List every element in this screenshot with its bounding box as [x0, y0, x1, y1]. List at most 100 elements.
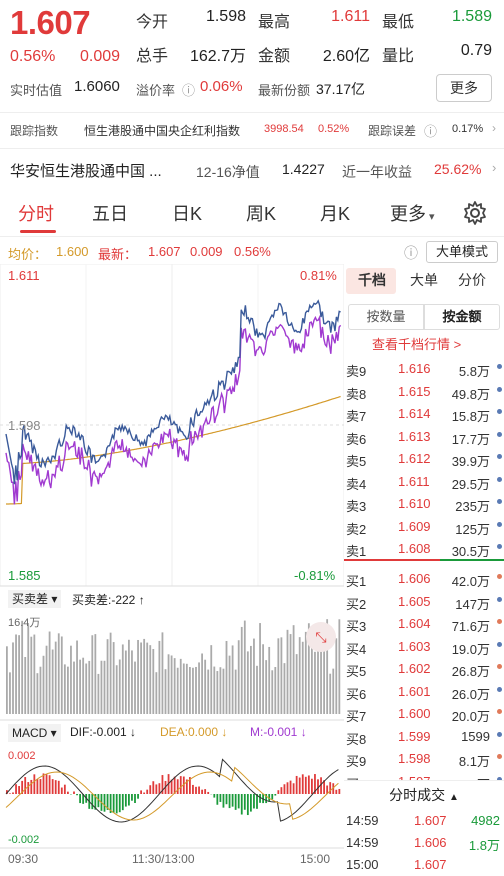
macd-bar: [296, 776, 298, 794]
volume-bar: [88, 661, 90, 714]
tab-intraday[interactable]: 分时: [18, 200, 54, 226]
volume-bar: [162, 632, 164, 714]
ask-row[interactable]: 卖1 1.608 30.5万: [344, 538, 504, 560]
ask-price: 1.608: [398, 541, 431, 556]
volume-bar: [238, 640, 240, 714]
fund-name[interactable]: 华安恒生港股通中国 ...: [10, 160, 162, 181]
bid-row[interactable]: 买3 1.604 71.6万: [344, 613, 504, 635]
orderbook-panel: 千档 大单 分价 按数量 按金额 查看千档行情 > 卖9 1.616 5.8万 …: [344, 264, 504, 864]
premium-label: 溢价率: [136, 80, 175, 99]
tab-big-order[interactable]: 大单: [410, 270, 438, 290]
mid-divider-green: [440, 559, 504, 561]
bid-row[interactable]: 买5 1.602 26.8万: [344, 658, 504, 680]
macd-bar: [30, 780, 32, 794]
indicator-select-vol[interactable]: 买卖差 ▾: [8, 590, 61, 608]
chevron-right-icon[interactable]: ›: [492, 121, 496, 135]
intraday-chart[interactable]: 1.611 1.598 1.585 0.81% -0.81% 买卖差 ▾ 买卖差…: [0, 264, 344, 864]
volume-bar: [40, 667, 42, 714]
ask-row[interactable]: 卖2 1.609 125万: [344, 516, 504, 538]
macd-bar: [152, 781, 154, 794]
dot-icon: [497, 409, 502, 414]
gear-icon[interactable]: [462, 200, 488, 226]
volume-bar: [262, 644, 264, 714]
bid-price: 1.604: [398, 616, 431, 631]
macd-bar: [64, 785, 66, 794]
volume-bar: [21, 621, 23, 714]
trades-title[interactable]: 分时成交 ▲: [344, 780, 504, 808]
volume-bar: [107, 639, 109, 714]
tab-monthly-k[interactable]: 月K: [320, 200, 350, 226]
tab-depth[interactable]: 千档: [358, 270, 386, 290]
indicator-select-macd[interactable]: MACD ▾: [8, 724, 61, 742]
macd-bar: [290, 781, 292, 794]
macd-bar: [24, 777, 26, 794]
macd-bar: [40, 779, 42, 794]
macd-bar: [223, 794, 225, 808]
bid-price: 1.603: [398, 639, 431, 654]
ask-row[interactable]: 卖3 1.610 235万: [344, 493, 504, 515]
dot-icon: [497, 522, 502, 527]
volume-bar: [265, 660, 267, 714]
volume-bar: [79, 660, 81, 714]
bid-row[interactable]: 买4 1.603 19.0万: [344, 636, 504, 658]
help-icon[interactable]: ⓘ: [424, 121, 437, 140]
tab-more[interactable]: 更多 ▾: [390, 200, 435, 226]
volume-bar: [159, 641, 161, 714]
bid-row[interactable]: 买6 1.601 26.0万: [344, 681, 504, 703]
tab-weekly-k[interactable]: 周K: [246, 200, 276, 226]
view-depth-link[interactable]: 查看千档行情 >: [372, 334, 461, 353]
caret-up-icon: ▲: [449, 792, 459, 803]
volume-bar: [104, 661, 106, 714]
help-icon[interactable]: ⓘ: [404, 243, 418, 263]
bid-row[interactable]: 买9 1.598 8.1万: [344, 748, 504, 770]
nav-value: 1.4227: [282, 161, 325, 177]
macd-bar: [180, 776, 182, 794]
dot-icon: [497, 387, 502, 392]
bid-row[interactable]: 买2 1.605 147万: [344, 591, 504, 613]
bid-row[interactable]: 买7 1.600 20.0万: [344, 703, 504, 725]
tab-daily-k[interactable]: 日K: [172, 200, 202, 226]
macd-bar: [58, 781, 60, 794]
macd-bar: [235, 794, 237, 810]
ask-row[interactable]: 卖8 1.615 49.8万: [344, 381, 504, 403]
ask-row[interactable]: 卖4 1.611 29.5万: [344, 471, 504, 493]
dot-icon: [497, 432, 502, 437]
volume-bar: [110, 633, 112, 714]
bid-label: 买3: [346, 616, 366, 635]
bid-volume: 1599: [461, 729, 490, 744]
premium-value: 0.06%: [200, 78, 243, 95]
macd-bar: [37, 779, 39, 794]
dot-icon: [497, 619, 502, 624]
macd-bar: [204, 789, 206, 794]
track-name[interactable]: 恒生港股通中国央企红利指数: [84, 122, 240, 139]
macd-bar: [91, 794, 93, 809]
volume-bar: [119, 659, 121, 714]
track-pct: 0.52%: [318, 123, 349, 135]
volume-bar: [183, 663, 185, 714]
dif-text: DIF:-0.001: [70, 725, 127, 739]
bid-row[interactable]: 买1 1.606 42.0万: [344, 568, 504, 590]
expand-icon[interactable]: ⤡: [306, 622, 336, 652]
avg-value: 1.600: [56, 244, 89, 259]
macd-bar: [27, 782, 29, 794]
bid-row[interactable]: 买8 1.599 1599: [344, 726, 504, 748]
chevron-right-icon[interactable]: ›: [492, 160, 496, 175]
macd-bar: [293, 783, 295, 794]
tab-five-day[interactable]: 五日: [92, 200, 128, 226]
more-button[interactable]: 更多: [436, 74, 492, 102]
yr-value: 25.62%: [434, 161, 481, 177]
seg-by-amount[interactable]: 按金额: [424, 304, 500, 330]
ask-row[interactable]: 卖5 1.612 39.9万: [344, 448, 504, 470]
help-icon[interactable]: ⓘ: [182, 80, 195, 99]
seg-by-quantity[interactable]: 按数量: [348, 304, 424, 330]
ask-row[interactable]: 卖7 1.614 15.8万: [344, 403, 504, 425]
tab-price-dist[interactable]: 分价: [458, 270, 486, 290]
volume-bar: [198, 662, 200, 714]
ask-row[interactable]: 卖6 1.613 17.7万: [344, 426, 504, 448]
big-order-mode-button[interactable]: 大单模式: [426, 241, 498, 263]
ask-row[interactable]: 卖9 1.616 5.8万: [344, 358, 504, 380]
bid-label: 买9: [346, 751, 366, 770]
volume-bar: [296, 654, 298, 714]
volume-bar: [27, 625, 29, 714]
ask-volume: 49.8万: [452, 384, 490, 403]
